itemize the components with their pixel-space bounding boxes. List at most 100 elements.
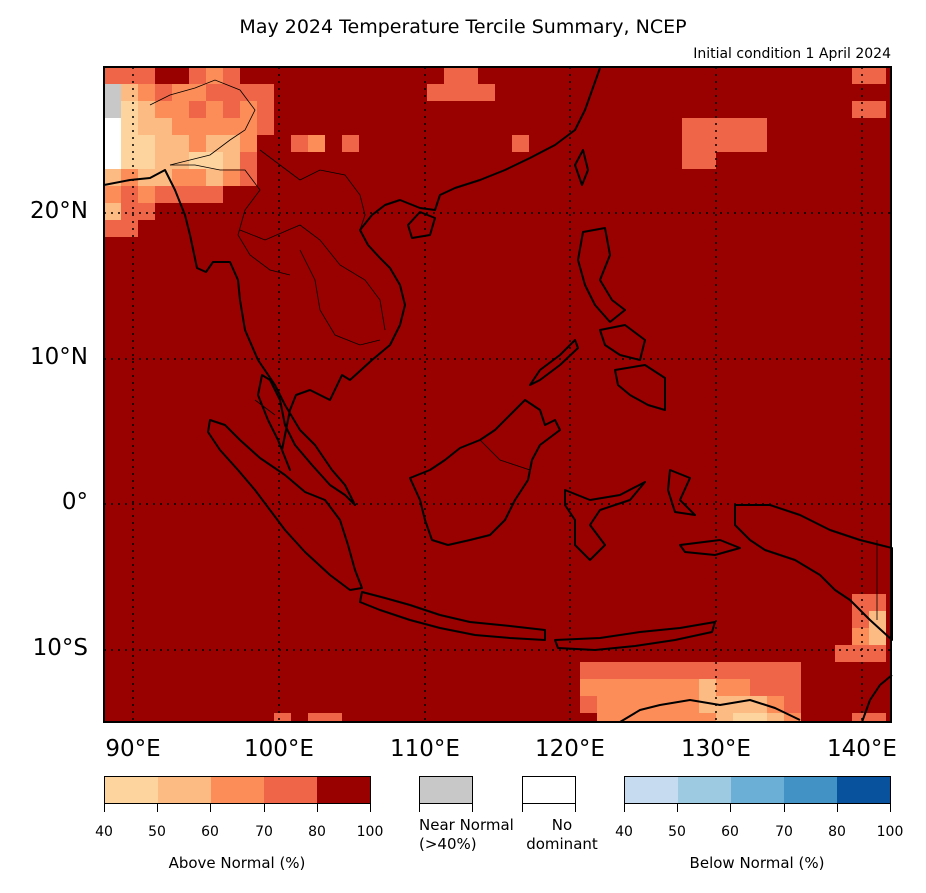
anomaly-cell (682, 679, 699, 696)
anomaly-cell (121, 152, 138, 169)
anomaly-cell (308, 135, 325, 152)
anomaly-cell (223, 67, 240, 84)
above-seg-50-60 (158, 777, 211, 803)
anomaly-cell (750, 135, 767, 152)
anomaly-cell (138, 186, 155, 203)
anomaly-cell (699, 662, 716, 679)
above-tick: 80 (308, 824, 326, 840)
anomaly-cell (206, 152, 223, 169)
anomaly-cell (104, 220, 121, 237)
above-tick: 100 (356, 824, 384, 840)
anomaly-cell (648, 662, 665, 679)
anomaly-cell (852, 101, 869, 118)
anomaly-cell (648, 713, 665, 722)
anomaly-cell (274, 713, 291, 722)
below-tick: 70 (775, 824, 793, 840)
anomaly-cell (138, 135, 155, 152)
below-normal-colorbar (624, 776, 891, 804)
coastlines (103, 67, 893, 723)
anomaly-cell (869, 594, 886, 611)
below-tick: 40 (615, 824, 633, 840)
coastline-halmahera (667, 469, 696, 516)
anomaly-cell (699, 118, 716, 135)
near-normal-swatch (419, 776, 473, 804)
lat-tick-20n: 20°N (30, 198, 88, 224)
anomaly-cell (121, 220, 138, 237)
lat-tick-10n: 10°N (30, 344, 88, 370)
anomaly-cell (206, 101, 223, 118)
anomaly-cell (767, 713, 784, 722)
anomaly-cell (750, 118, 767, 135)
no-dominant-label: No dominant (526, 816, 598, 853)
anomaly-cell (631, 679, 648, 696)
above-seg-70-80 (264, 777, 317, 803)
no-dominant-swatch (522, 776, 576, 804)
anomaly-cell (121, 135, 138, 152)
anomaly-cell (733, 713, 750, 722)
anomaly-cell (716, 662, 733, 679)
anomaly-cell (648, 679, 665, 696)
anomaly-cell (665, 696, 682, 713)
anomaly-cell (614, 713, 631, 722)
anomaly-cell (716, 135, 733, 152)
anomaly-cell (121, 67, 138, 84)
coastline-taiwan (574, 149, 589, 186)
anomaly-cell (699, 135, 716, 152)
anomaly-cell (189, 101, 206, 118)
anomaly-cell (597, 713, 614, 722)
anomaly-cell (852, 67, 869, 84)
anomaly-cell (580, 696, 597, 713)
anomaly-cell (835, 645, 852, 662)
anomaly-cell (189, 135, 206, 152)
coastline-sulawesi (564, 481, 646, 561)
anomaly-cell (104, 118, 121, 135)
anomaly-cell (155, 152, 172, 169)
anomaly-cell (631, 662, 648, 679)
anomaly-cell (172, 169, 189, 186)
anomaly-cell (699, 679, 716, 696)
coastline-visayas (599, 324, 646, 361)
anomaly-cell (206, 84, 223, 101)
anomaly-cell (869, 67, 886, 84)
anomaly-cell (869, 713, 886, 722)
lat-tick-0: 0° (61, 489, 88, 515)
below-seg-60-70 (731, 777, 784, 803)
below-seg-50-60 (678, 777, 731, 803)
anomaly-cell (138, 152, 155, 169)
anomaly-cell (614, 662, 631, 679)
anomaly-cell (104, 101, 121, 118)
anomaly-cell (172, 135, 189, 152)
anomaly-cell (733, 118, 750, 135)
anomaly-cell (427, 84, 444, 101)
anomaly-cell (869, 628, 886, 645)
anomaly-cell (733, 679, 750, 696)
anomaly-cell (138, 101, 155, 118)
anomaly-cell (138, 203, 155, 220)
lon-tick-140e: 140°E (827, 736, 897, 762)
anomaly-cell (342, 135, 359, 152)
anomaly-cell (597, 696, 614, 713)
anomaly-cell (699, 152, 716, 169)
map-frame (103, 66, 892, 723)
anomaly-cell (104, 135, 121, 152)
anomaly-cell (699, 713, 716, 722)
anomaly-cell (682, 118, 699, 135)
anomaly-cell (325, 713, 342, 722)
anomaly-cell (121, 101, 138, 118)
below-tick: 80 (828, 824, 846, 840)
coastline-australia (619, 699, 801, 723)
anomaly-cell (155, 101, 172, 118)
anomaly-cell (750, 713, 767, 722)
above-seg-80-100 (317, 777, 370, 803)
anomaly-cell (206, 67, 223, 84)
coastline-sumatra (207, 419, 363, 591)
anomaly-cell (223, 169, 240, 186)
above-tick: 70 (255, 824, 273, 840)
lon-tick-110e: 110°E (390, 736, 460, 762)
anomaly-cell (206, 135, 223, 152)
coastline-borneo (409, 399, 561, 546)
near-normal-label: Near Normal (>40%) (419, 816, 514, 853)
anomaly-cell (121, 84, 138, 101)
anomaly-cell (716, 118, 733, 135)
anomaly-cell (512, 135, 529, 152)
